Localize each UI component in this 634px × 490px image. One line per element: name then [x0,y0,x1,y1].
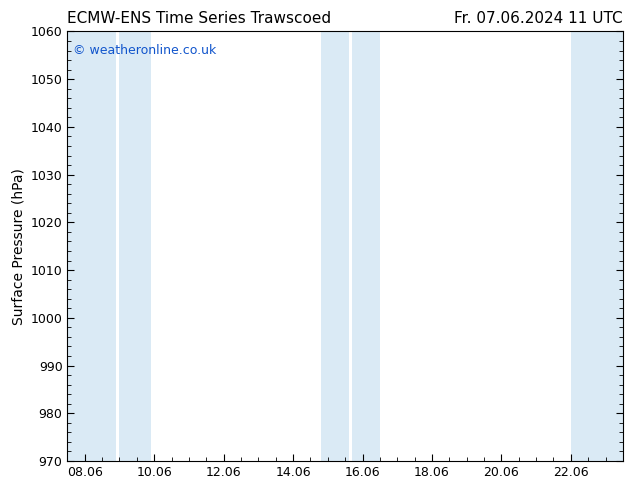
Bar [571,31,623,461]
Bar [321,31,349,461]
Bar [352,31,380,461]
Text: ECMW-ENS Time Series Trawscoed: ECMW-ENS Time Series Trawscoed [67,11,332,26]
Bar [67,31,116,461]
Text: Fr. 07.06.2024 11 UTC: Fr. 07.06.2024 11 UTC [455,11,623,26]
Text: © weatheronline.co.uk: © weatheronline.co.uk [73,44,216,57]
Y-axis label: Surface Pressure (hPa): Surface Pressure (hPa) [11,168,25,325]
Bar [119,31,151,461]
